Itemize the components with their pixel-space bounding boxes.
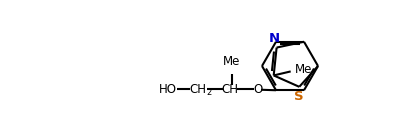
Text: O: O [253, 83, 263, 96]
Text: CH: CH [189, 83, 206, 96]
Text: Me: Me [295, 63, 312, 76]
Text: N: N [269, 32, 280, 45]
Text: S: S [295, 90, 304, 103]
Text: CH: CH [222, 83, 239, 96]
Text: Me: Me [223, 55, 241, 68]
Text: 2: 2 [206, 88, 211, 97]
Text: HO: HO [159, 83, 177, 96]
